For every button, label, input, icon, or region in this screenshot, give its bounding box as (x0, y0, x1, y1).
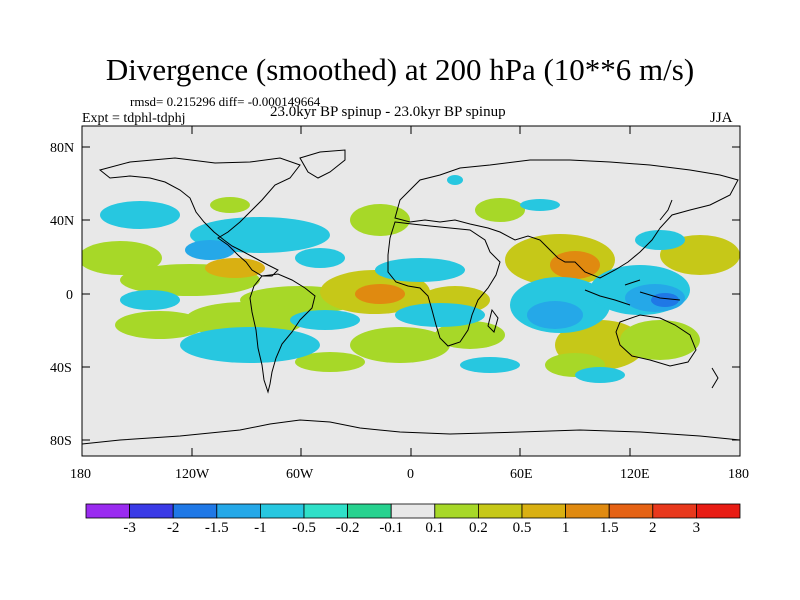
australia-coastline (615, 314, 697, 367)
contour-region-pos (295, 352, 365, 372)
lat-tick-label: 0 (66, 288, 73, 303)
contour-region-neg (651, 293, 679, 307)
contour-region-pos (435, 321, 505, 349)
colorbar-label: -0.1 (379, 520, 404, 536)
contour-region-neg (290, 310, 360, 330)
lat-tick-label: 80S (50, 434, 72, 449)
colorbar-swatch (259, 503, 305, 519)
contour-region-neg (460, 357, 520, 373)
greenland-coastline (299, 149, 346, 179)
contour-region-neg (295, 248, 345, 268)
lon-tick-label: 60E (510, 467, 533, 482)
lat-tick-label: 80N (50, 141, 75, 156)
madagascar-coastline (487, 308, 499, 333)
lon-tick-label: 180 (70, 467, 91, 482)
colorbar-swatch (85, 503, 130, 519)
contour-region-pos (355, 284, 405, 304)
colorbar (85, 503, 741, 519)
colorbar-swatch (347, 503, 392, 519)
lon-tick-label: 120W (175, 467, 210, 482)
colorbar-label: 1 (561, 520, 570, 536)
contour-region-pos (550, 251, 600, 279)
lon-tick-label: 60W (286, 467, 314, 482)
contour-region-neg (185, 240, 235, 260)
contour-region-pos (350, 327, 450, 363)
colorbar-label: -2 (166, 520, 180, 536)
lat-tick-label: 40S (50, 361, 72, 376)
contour-region-neg (520, 199, 560, 211)
south-america-coastline (249, 273, 316, 394)
europe-asia-coastline (394, 159, 739, 279)
colorbar-label: 0.2 (469, 520, 488, 536)
colorbar-label: 1.5 (599, 520, 619, 536)
colorbar-swatch (172, 503, 218, 519)
contour-region-neg (395, 303, 485, 327)
colorbar-swatch (303, 503, 348, 519)
indonesia-coastline (584, 279, 681, 306)
contour-region-neg (527, 301, 583, 329)
colorbar-swatch (129, 503, 174, 519)
contour-region-pos (205, 258, 265, 278)
runs-label: 23.0kyr BP spinup - 23.0kyr BP spinup (270, 104, 506, 120)
colorbar-label: 0.1 (425, 520, 445, 536)
season-label: JJA (710, 110, 733, 126)
contour-region-pos (210, 197, 250, 213)
contour-region-neg (100, 201, 180, 229)
japan-coastline (659, 199, 673, 221)
lon-tick-label: 0 (407, 467, 414, 482)
colorbar-swatch (652, 503, 697, 519)
colorbar-swatch (477, 503, 523, 519)
colorbar-label: -0.2 (335, 520, 360, 536)
colorbar-swatch (434, 503, 479, 519)
contour-region-neg (120, 290, 180, 310)
colorbar-swatch (521, 503, 566, 519)
rmsd-diff-stats: rmsd= 0.215296 diff= -0.000149664 (130, 94, 321, 109)
colorbar-label: -1.5 (204, 520, 229, 536)
colorbar-label: 0.5 (512, 520, 532, 536)
lon-tick-label: 120E (620, 467, 650, 482)
colorbar-swatch (390, 503, 436, 519)
contour-region-pos (620, 320, 700, 360)
plot-title: Divergence (smoothed) at 200 hPa (10**6 … (105, 52, 695, 87)
colorbar-swatch (696, 503, 741, 519)
axis-ticks (81, 126, 741, 456)
antarctica-coastline (82, 419, 740, 445)
divergence-field (82, 175, 740, 383)
contour-region-pos (350, 204, 410, 236)
north-america-coastline (98, 157, 301, 277)
new-zealand-coastline (711, 367, 719, 389)
colorbar-swatch (216, 503, 261, 519)
experiment-label: Expt = tdphl-tdphj (82, 111, 186, 126)
colorbar-label: -0.5 (292, 520, 316, 536)
contour-region-neg (447, 175, 463, 185)
contour-region-neg (375, 258, 465, 282)
contour-region-neg (180, 327, 320, 363)
coastlines (82, 149, 740, 445)
contour-region-neg (635, 230, 685, 250)
contour-region-pos (475, 198, 525, 222)
colorbar-label: -3 (123, 520, 136, 536)
colorbar-label: 2 (649, 520, 657, 536)
colorbar-label: 3 (692, 520, 701, 536)
contour-region-pos (115, 311, 205, 339)
colorbar-swatch (608, 503, 654, 519)
colorbar-swatch (565, 503, 610, 519)
lat-tick-label: 40N (50, 214, 75, 229)
africa-coastline (387, 221, 501, 347)
contour-region-neg (575, 367, 625, 383)
contour-region-pos (82, 241, 162, 275)
colorbar-label: -1 (254, 520, 267, 536)
lon-tick-label: 180 (728, 467, 749, 482)
